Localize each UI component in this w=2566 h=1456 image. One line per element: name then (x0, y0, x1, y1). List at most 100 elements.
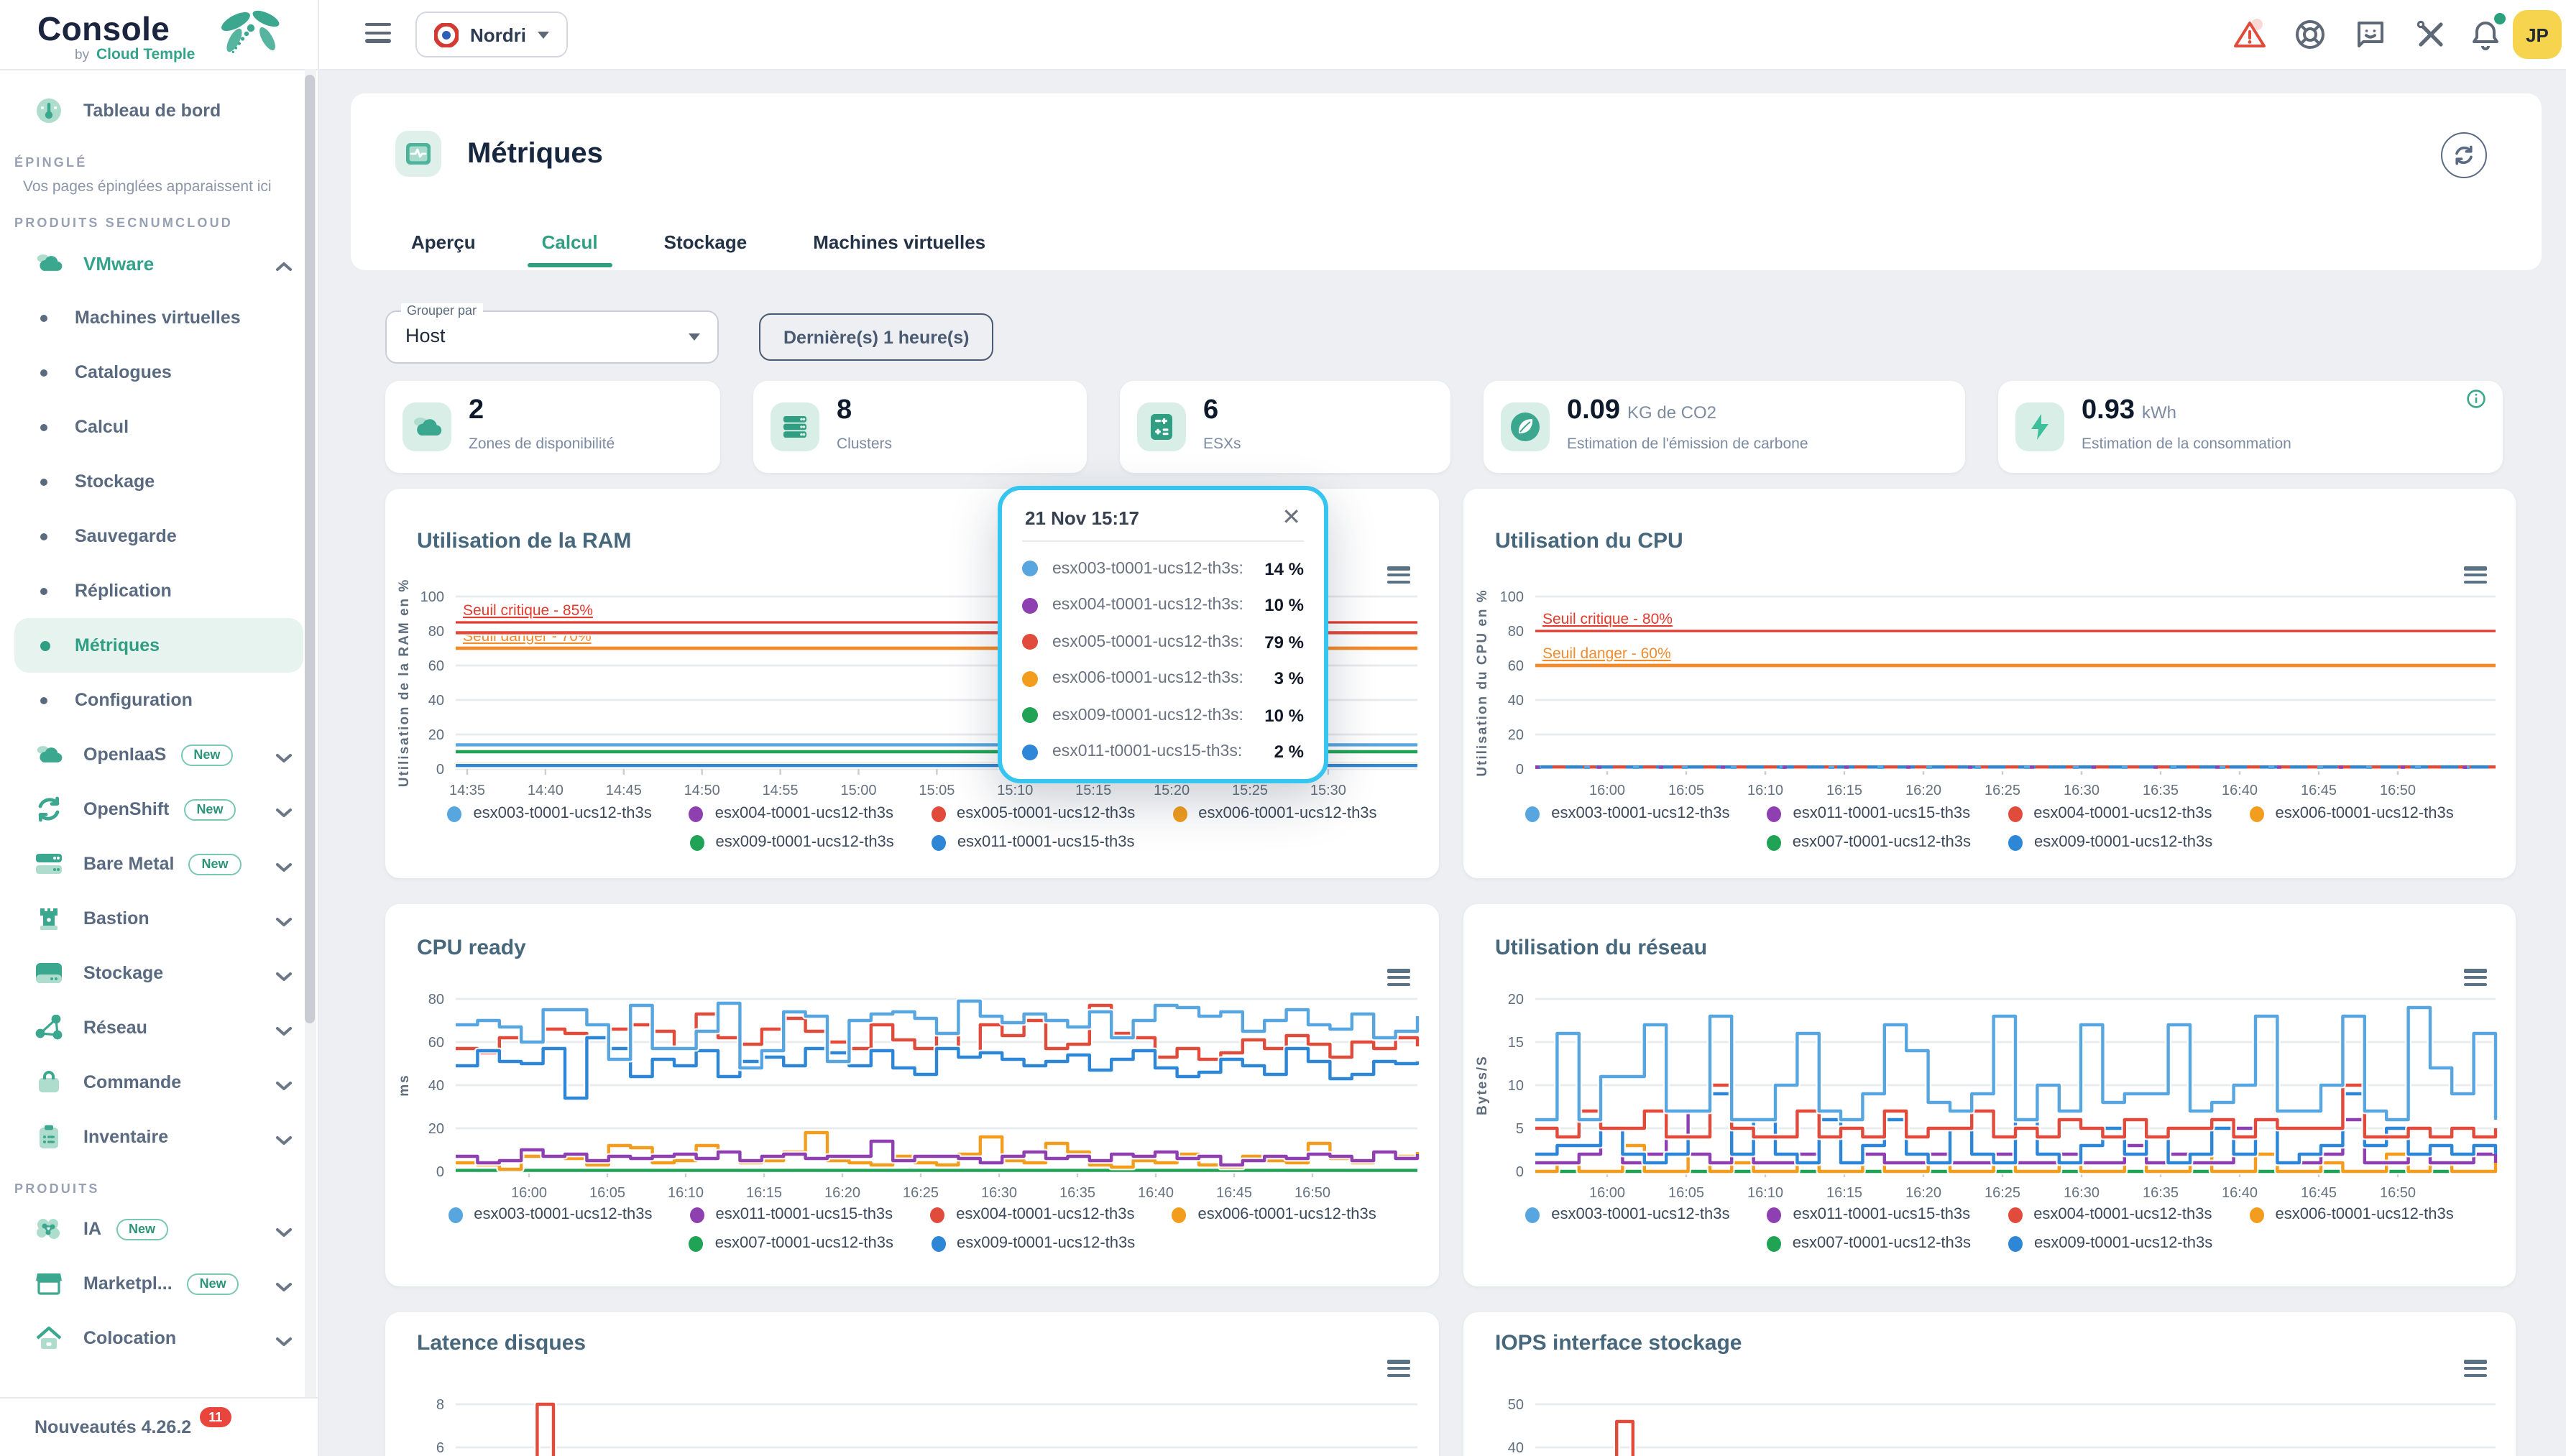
refresh-button[interactable] (2441, 132, 2487, 178)
feedback-icon[interactable] (2353, 17, 2388, 52)
sidebar-group-marketpl-[interactable]: Marketpl...New (0, 1256, 318, 1311)
organization-name: Nordri (470, 24, 526, 45)
secnumcloud-section-label: PRODUITS SECNUMCLOUD (0, 198, 318, 236)
stat-label: Estimation de l'émission de carbone (1567, 436, 1808, 453)
chart-legend-row: esx007-t0001-ucs12-th3s esx009-t0001-ucs1… (1463, 1235, 2516, 1252)
sidebar-group-stockage[interactable]: Stockage (0, 946, 318, 1000)
new-badge: New (188, 853, 241, 875)
svg-text:16:05: 16:05 (1668, 783, 1704, 798)
tooltip-row: esx003-t0001-ucs12-th3s:14 % (1022, 558, 1304, 579)
sidebar-item-tableau-de-bord[interactable]: Tableau de bord (0, 83, 318, 138)
chart-legend-row: esx003-t0001-ucs12-th3s esx011-t0001-ucs1… (1463, 805, 2516, 822)
legend-item[interactable]: esx006-t0001-ucs12-th3s (1172, 805, 1376, 822)
svg-text:Seuil critique - 80%: Seuil critique - 80% (1542, 611, 1673, 627)
legend-item[interactable]: esx003-t0001-ucs12-th3s (1525, 805, 1729, 822)
sidebar-group-inventaire[interactable]: Inventaire (0, 1110, 318, 1164)
sidebar-footer-news[interactable]: Nouveautés 4.26.2 11 (0, 1397, 318, 1456)
home-icon (35, 1324, 63, 1353)
chart-menu-icon[interactable] (2464, 1360, 2487, 1377)
legend-item[interactable]: esx011-t0001-ucs15-th3s (932, 834, 1135, 851)
chart-menu-icon[interactable] (2464, 566, 2487, 584)
chart-menu-icon[interactable] (2464, 969, 2487, 986)
sidebar-group-bastion[interactable]: Bastion (0, 891, 318, 946)
legend-item[interactable]: esx003-t0001-ucs12-th3s (1525, 1206, 1729, 1223)
stat-label: Estimation de la consommation (2082, 436, 2291, 453)
sidebar-group-vmware[interactable]: VMware (0, 236, 318, 290)
sidebar-item-stockage[interactable]: Stockage (0, 454, 318, 509)
tab-machines-virtuelles[interactable]: Machines virtuelles (813, 213, 985, 270)
legend-item[interactable]: esx005-t0001-ucs12-th3s (931, 805, 1135, 822)
warning-icon[interactable] (2232, 17, 2267, 52)
sidebar-item-sauvegarde[interactable]: Sauvegarde (0, 509, 318, 563)
new-badge: New (187, 1273, 239, 1294)
tab-calcul[interactable]: Calcul (542, 213, 598, 270)
logo[interactable]: Console by Cloud Temple (0, 0, 318, 70)
legend-item[interactable]: esx006-t0001-ucs12-th3s (2249, 805, 2453, 822)
legend-item[interactable]: esx003-t0001-ucs12-th3s (447, 805, 651, 822)
svg-text:15:25: 15:25 (1232, 783, 1268, 798)
sidebar-item-machines-virtuelles[interactable]: Machines virtuelles (0, 290, 318, 345)
chart-menu-icon[interactable] (1387, 1360, 1410, 1377)
legend-item[interactable]: esx009-t0001-ucs12-th3s (2008, 1235, 2212, 1252)
legend-item[interactable]: esx004-t0001-ucs12-th3s (2008, 805, 2212, 822)
legend-item[interactable]: esx007-t0001-ucs12-th3s (1767, 834, 1971, 851)
legend-item[interactable]: esx004-t0001-ucs12-th3s (689, 805, 893, 822)
legend-item[interactable]: esx004-t0001-ucs12-th3s (2008, 1206, 2212, 1223)
bell-icon[interactable] (2468, 17, 2503, 52)
legend-item[interactable]: esx009-t0001-ucs12-th3s (690, 834, 894, 851)
chart-menu-icon[interactable] (1387, 566, 1410, 584)
tools-icon[interactable] (2414, 17, 2448, 52)
sidebar-group-commande[interactable]: Commande (0, 1055, 318, 1110)
legend-item[interactable]: esx006-t0001-ucs12-th3s (1172, 1206, 1376, 1223)
cloud-icon (35, 249, 63, 277)
organization-selector[interactable]: Nordri (415, 11, 568, 57)
tooltip-row: esx005-t0001-ucs12-th3s:79 % (1022, 632, 1304, 652)
legend-item[interactable]: esx006-t0001-ucs12-th3s (2249, 1206, 2453, 1223)
chevron-down-icon (276, 1127, 292, 1153)
tab-apercu[interactable]: Aperçu (411, 213, 476, 270)
sidebar-item-calcul[interactable]: Calcul (0, 400, 318, 454)
sidebar-group-r-seau[interactable]: Réseau (0, 1000, 318, 1055)
group-by-value: Host (405, 325, 446, 346)
sidebar-item-configuration[interactable]: Configuration (0, 673, 318, 727)
legend-item[interactable]: esx011-t0001-ucs15-th3s (1767, 805, 1971, 822)
tab-stockage[interactable]: Stockage (664, 213, 748, 270)
svg-text:16:30: 16:30 (981, 1185, 1017, 1201)
legend-item[interactable]: esx004-t0001-ucs12-th3s (930, 1206, 1134, 1223)
svg-text:14:55: 14:55 (763, 783, 799, 798)
legend-item[interactable]: esx009-t0001-ucs12-th3s (2008, 834, 2212, 851)
menu-icon[interactable] (365, 23, 391, 43)
stat-card-esxs: 6 ESXs (1120, 381, 1450, 473)
group-by-select[interactable]: Grouper par Host (385, 310, 719, 364)
time-range-button[interactable]: Dernière(s) 1 heure(s) (759, 313, 993, 361)
svg-text:16:00: 16:00 (1589, 1185, 1625, 1201)
sidebar-group-openshift[interactable]: OpenShiftNew (0, 782, 318, 837)
legend-item[interactable]: esx011-t0001-ucs15-th3s (1767, 1206, 1971, 1223)
close-icon[interactable]: ✕ (1282, 511, 1301, 525)
svg-text:Utilisation de la RAM en %: Utilisation de la RAM en % (397, 579, 412, 788)
sidebar-item-catalogues[interactable]: Catalogues (0, 345, 318, 400)
svg-text:ms: ms (397, 1074, 412, 1096)
chevron-up-icon (276, 253, 292, 279)
sidebar-group-colocation[interactable]: Colocation (0, 1311, 318, 1365)
sidebar-scrollbar[interactable] (305, 75, 315, 1023)
lifebuoy-icon[interactable] (2293, 17, 2327, 52)
legend-item[interactable]: esx007-t0001-ucs12-th3s (689, 1235, 893, 1252)
chart-menu-icon[interactable] (1387, 969, 1410, 986)
info-icon[interactable] (2467, 390, 2485, 408)
legend-item[interactable]: esx007-t0001-ucs12-th3s (1767, 1235, 1971, 1252)
tooltip-row: esx006-t0001-ucs12-th3s:3 % (1022, 668, 1304, 688)
legend-item[interactable]: esx009-t0001-ucs12-th3s (931, 1235, 1135, 1252)
legend-item[interactable]: esx003-t0001-ucs12-th3s (448, 1206, 652, 1223)
chart-title: Utilisation du CPU (1495, 529, 1683, 553)
avatar[interactable]: JP (2513, 10, 2562, 59)
sidebar-group-ia[interactable]: IANew (0, 1202, 318, 1256)
cloud-icon (35, 740, 63, 769)
tooltip-row: esx009-t0001-ucs12-th3s:10 % (1022, 705, 1304, 725)
sidebar-group-bare-metal[interactable]: Bare MetalNew (0, 837, 318, 891)
sidebar-item-r-plication[interactable]: Réplication (0, 563, 318, 618)
sidebar-group-openiaas[interactable]: OpenIaaSNew (0, 727, 318, 782)
sidebar-item-m-triques[interactable]: Métriques (14, 618, 303, 673)
svg-text:0: 0 (436, 762, 444, 778)
legend-item[interactable]: esx011-t0001-ucs15-th3s (690, 1206, 893, 1223)
